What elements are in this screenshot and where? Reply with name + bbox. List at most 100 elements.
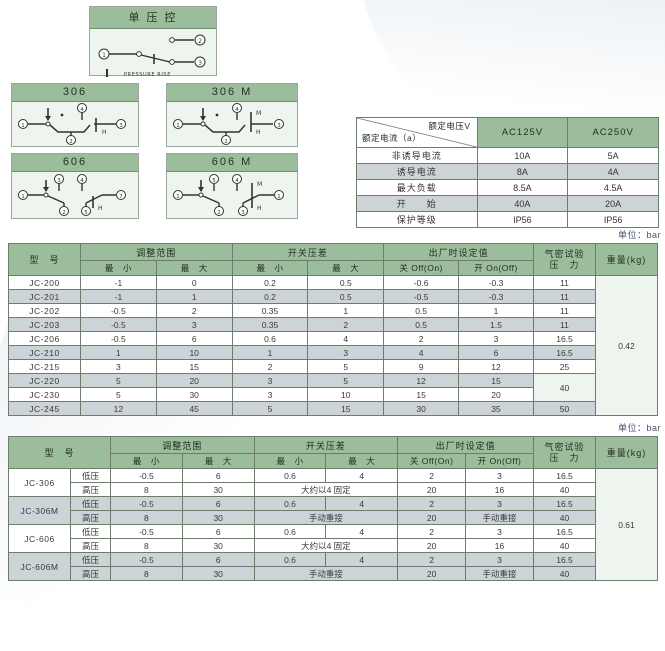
model-cell: JC-202 [8, 303, 81, 318]
header-adjust-range: 调整范围 [80, 243, 233, 261]
diff-max-cell: 4 [325, 468, 399, 483]
model-cell: JC-245 [8, 401, 81, 416]
table-row: 高压 8 30 大约以4 固定 20 16 40 [9, 538, 658, 553]
off-cell: 2 [397, 524, 467, 539]
diagram-single-pressure: 单 压 控 1 3 2 PRESSURE RISE [89, 6, 217, 78]
diff-min-cell: 0.6 [231, 331, 309, 346]
on-cell: 1.5 [458, 317, 534, 332]
on-cell: 手动重接 [465, 566, 534, 581]
diagram-body: 1 2 3 4 5 7 H [12, 172, 138, 217]
table-row: 高压 8 30 手动重接 20 手动重接 40 [9, 510, 658, 525]
off-cell: 2 [397, 468, 467, 483]
diff-min-cell: 0.2 [231, 289, 309, 304]
rating-voltage-label: 额定电压V [428, 121, 471, 131]
on-cell: -0.3 [458, 289, 534, 304]
model-cell: JC-230 [8, 387, 81, 402]
header-model: 型 号 [8, 436, 111, 469]
header-airtight-line2: 压 力 [549, 259, 580, 270]
diagram-title: 606 [12, 154, 138, 172]
table-row: 保护等级 IP56 IP56 [356, 211, 659, 228]
svg-text:4: 4 [235, 178, 239, 184]
diff-max-cell: 0.5 [307, 275, 385, 290]
diff-min-cell: 0.35 [231, 303, 309, 318]
side-cell: 高压 [70, 510, 111, 525]
on-cell: 1 [458, 303, 534, 318]
model-cell: JC-206 [8, 331, 81, 346]
header-airtight-pressure: 气密试验 压 力 [533, 243, 596, 276]
range-min-cell: -0.5 [110, 524, 183, 539]
header-diff-min: 最 小 [253, 453, 327, 469]
airtight-cell: 11 [533, 317, 596, 332]
airtight-cell: 40 [533, 510, 596, 525]
diff-max-cell: 5 [307, 359, 385, 374]
side-cell: 低压 [70, 524, 111, 539]
svg-text:H: H [98, 205, 103, 212]
range-min-cell: -0.5 [80, 317, 157, 332]
cell-value: 8.5A [476, 179, 569, 196]
unit-label-table1: 单位：bar [617, 230, 661, 240]
range-min-cell: -1 [80, 289, 157, 304]
table-header-row: 最 小 最 大 最 小 最 大 关 Off(On) 开 On(Off) [9, 260, 658, 276]
cell-value: IP56 [567, 211, 659, 228]
table-row: 最大负载 8.5A 4.5A [356, 179, 659, 196]
spec-table2-body: JC-306 低压 -0.5 6 0.6 4 2 3 16.5 0.61 高压 8 30 大约以4 固定 2… [8, 468, 658, 581]
airtight-cell: 16.5 [533, 331, 596, 346]
off-cell: 20 [397, 538, 467, 553]
off-cell: 0.5 [383, 317, 460, 332]
svg-text:1: 1 [176, 123, 180, 129]
range-min-cell: 5 [80, 373, 157, 388]
header-switch-diff: 开关压差 [231, 243, 385, 261]
diff-max-cell: 15 [307, 401, 385, 416]
range-max-cell: 6 [181, 524, 255, 539]
svg-text:1: 1 [102, 52, 106, 59]
svg-text:2: 2 [217, 210, 221, 216]
diagram-title: 306 M [167, 84, 297, 102]
range-min-cell: 12 [80, 401, 157, 416]
side-cell: 高压 [70, 566, 111, 581]
table-row: JC-210 1 10 1 3 4 6 16.5 [8, 345, 658, 360]
weight-cell: 0.61 [595, 468, 658, 581]
range-min-cell: 8 [110, 566, 183, 581]
diff-max-cell: 1 [307, 303, 385, 318]
diff-merged-cell: 大约以4 固定 [253, 538, 399, 553]
header-range-min: 最 小 [80, 260, 157, 276]
header-factory-setting: 出厂时设定值 [397, 436, 534, 454]
header-range-max: 最 大 [181, 453, 255, 469]
svg-text:5: 5 [84, 210, 88, 216]
header-diff-min: 最 小 [231, 260, 309, 276]
table-row: 额定电压V 额定电流（a） AC125V AC250V [356, 117, 659, 148]
diff-max-cell: 3 [307, 345, 385, 360]
row-label: 最大负载 [356, 179, 478, 196]
table-row: JC-202 -0.5 2 0.35 1 0.5 1 11 [8, 303, 658, 318]
off-cell: 30 [383, 401, 460, 416]
range-max-cell: 1 [155, 289, 233, 304]
diff-min-cell: 3 [231, 387, 309, 402]
electrical-ratings-table: 额定电压V 额定电流（a） AC125V AC250V 非诱导电流 10A 5A… [356, 117, 659, 228]
header-off: 关 Off(On) [397, 453, 467, 469]
diff-min-cell: 1 [231, 345, 309, 360]
diff-max-cell: 4 [307, 331, 385, 346]
diff-max-cell: 10 [307, 387, 385, 402]
model-cell: JC-306M [8, 496, 71, 525]
range-min-cell: 8 [110, 482, 183, 497]
range-max-cell: 6 [181, 552, 255, 567]
on-cell: 3 [465, 552, 534, 567]
table-row: JC-306 低压 -0.5 6 0.6 4 2 3 16.5 0.61 [8, 468, 658, 581]
diff-max-cell: 4 [325, 496, 399, 511]
svg-text:H: H [256, 129, 261, 136]
off-cell: -0.5 [383, 289, 460, 304]
model-cell: JC-606M [8, 552, 71, 581]
on-cell: 15 [458, 373, 534, 388]
off-cell: 0.5 [383, 303, 460, 318]
range-min-cell: -0.5 [80, 303, 157, 318]
range-max-cell: 6 [181, 468, 255, 483]
side-cell: 高压 [70, 538, 111, 553]
table-row: JC-245 12 45 5 15 30 35 50 [8, 401, 658, 416]
on-cell: 16 [465, 538, 534, 553]
svg-text:3: 3 [119, 123, 123, 129]
svg-text:H: H [257, 205, 262, 212]
airtight-cell: 50 [533, 401, 596, 416]
diff-max-cell: 2 [307, 317, 385, 332]
table-row: JC-200 -1 0 0.2 0.5 -0.6 -0.3 11 0.42 [8, 275, 658, 416]
table-header-row: 型 号 调整范围 开关压差 出厂时设定值 气密试验 压 力 重量(kg) [8, 243, 658, 276]
